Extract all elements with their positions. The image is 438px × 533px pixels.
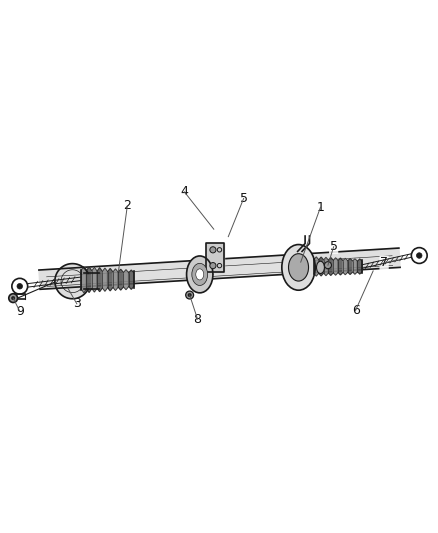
Polygon shape <box>206 244 223 272</box>
Polygon shape <box>357 259 361 274</box>
Text: 8: 8 <box>193 313 201 326</box>
Circle shape <box>324 262 331 269</box>
Polygon shape <box>123 270 128 289</box>
Circle shape <box>187 293 191 297</box>
Circle shape <box>209 263 215 269</box>
Polygon shape <box>102 268 107 291</box>
Text: 5: 5 <box>239 192 247 205</box>
Polygon shape <box>81 266 86 293</box>
Text: 3: 3 <box>73 297 81 310</box>
Polygon shape <box>128 270 134 289</box>
Circle shape <box>209 247 215 253</box>
Polygon shape <box>107 269 113 291</box>
Ellipse shape <box>316 261 324 273</box>
Text: 7: 7 <box>379 256 387 270</box>
Polygon shape <box>55 264 88 298</box>
Polygon shape <box>337 258 342 275</box>
Polygon shape <box>313 257 318 276</box>
Ellipse shape <box>281 245 314 290</box>
Circle shape <box>416 253 421 259</box>
Polygon shape <box>86 267 92 293</box>
Polygon shape <box>352 259 357 274</box>
Text: 1: 1 <box>316 201 324 214</box>
Circle shape <box>11 296 15 300</box>
Polygon shape <box>118 269 123 290</box>
Ellipse shape <box>288 254 308 281</box>
Polygon shape <box>328 257 332 276</box>
Text: 2: 2 <box>123 199 131 213</box>
Circle shape <box>17 284 22 289</box>
Text: 6: 6 <box>351 304 359 317</box>
Text: 9: 9 <box>16 305 24 318</box>
Ellipse shape <box>191 263 207 286</box>
Polygon shape <box>332 258 337 275</box>
Circle shape <box>185 291 193 299</box>
Polygon shape <box>113 269 118 290</box>
Polygon shape <box>342 259 347 274</box>
Polygon shape <box>97 268 102 292</box>
Polygon shape <box>347 259 352 274</box>
Polygon shape <box>323 257 328 276</box>
Polygon shape <box>318 257 323 276</box>
Polygon shape <box>39 248 399 289</box>
Circle shape <box>9 294 18 303</box>
Text: 5: 5 <box>329 240 337 253</box>
Ellipse shape <box>186 256 212 293</box>
Ellipse shape <box>195 269 203 280</box>
Polygon shape <box>92 267 97 292</box>
Text: 4: 4 <box>180 185 188 198</box>
